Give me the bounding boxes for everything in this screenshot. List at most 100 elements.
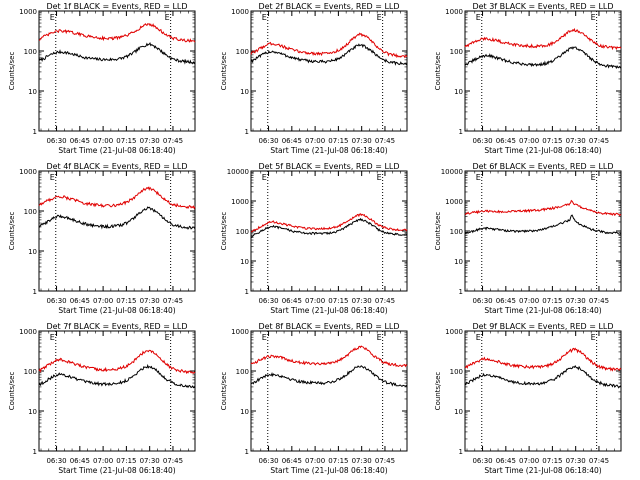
x-tick-label: 07:00: [519, 297, 539, 305]
chart-title: Det 7f BLACK = Events, RED = LLD: [46, 322, 187, 331]
lld-series-line: [464, 27, 622, 51]
chart-title: Det 4f BLACK = Events, RED = LLD: [46, 162, 187, 171]
marker-label: E: [165, 333, 170, 342]
lld-series-line: [38, 349, 196, 375]
x-tick-label: 06:30: [472, 457, 492, 465]
chart-panel-9: Det 9f BLACK = Events, RED = LLD 1 10 100 10…: [434, 322, 622, 475]
x-tick-label: 07:30: [566, 457, 586, 465]
x-axis-label: Start Time (21-Jul-08 06:18:40): [58, 466, 175, 475]
x-tick-label: 07:30: [352, 457, 372, 465]
marker-label: E: [50, 13, 55, 22]
x-tick-label: 07:45: [589, 457, 609, 465]
x-tick-label: 06:45: [70, 297, 90, 305]
x-tick-label: 06:30: [472, 137, 492, 145]
x-tick-label: 07:45: [375, 297, 395, 305]
events-series-line: [38, 41, 196, 65]
x-tick-label: 06:30: [258, 297, 278, 305]
x-tick-label: 06:45: [282, 137, 302, 145]
marker-label: E: [591, 333, 596, 342]
x-tick-label: 07:30: [140, 137, 160, 145]
y-tick-label: 100: [24, 368, 37, 376]
y-axis-label: Counts/sec: [8, 372, 16, 411]
y-tick-label: 1: [33, 448, 37, 456]
x-tick-label: 07:45: [589, 297, 609, 305]
y-tick-label: 1: [33, 288, 37, 296]
x-tick-label: 06:30: [258, 457, 278, 465]
x-tick-label: 07:30: [566, 137, 586, 145]
chart-title: Det 1f BLACK = Events, RED = LLD: [46, 2, 187, 11]
chart-title: Det 6f BLACK = Events, RED = LLD: [472, 162, 613, 171]
x-tick-label: 07:00: [93, 457, 113, 465]
lld-series-line: [39, 22, 196, 43]
marker-label: E: [262, 173, 267, 182]
x-tick-label: 06:45: [70, 457, 90, 465]
x-tick-label: 07:45: [163, 297, 183, 305]
x-tick-label: 07:45: [589, 137, 609, 145]
x-tick-label: 07:15: [116, 457, 136, 465]
y-tick-label: 1000: [19, 8, 37, 16]
y-tick-label: 100: [24, 48, 37, 56]
chart-title: Det 3f BLACK = Events, RED = LLD: [472, 2, 613, 11]
marker-label: E: [591, 173, 596, 182]
plot-frame: [38, 170, 196, 292]
marker-label: E: [476, 333, 481, 342]
x-axis-label: Start Time (21-Jul-08 06:18:40): [270, 306, 387, 315]
x-tick-label: 06:45: [496, 297, 516, 305]
plot-frame: [250, 10, 408, 132]
x-tick-label: 07:00: [305, 297, 325, 305]
y-tick-label: 1000: [231, 198, 249, 206]
lld-series-line: [38, 186, 196, 210]
chart-panel-5: Det 5f BLACK = Events, RED = LLD 1 10 100 10…: [220, 162, 408, 315]
y-tick-label: 100: [450, 48, 463, 56]
y-axis-label: Counts/sec: [220, 372, 228, 411]
y-tick-label: 1: [245, 448, 249, 456]
plot-frame: [38, 330, 196, 452]
marker-label: E: [377, 173, 382, 182]
x-tick-label: 07:30: [140, 297, 160, 305]
chart-panel-6: Det 6f BLACK = Events, RED = LLD 1 10 100 10…: [434, 162, 622, 315]
marker-label: E: [377, 333, 382, 342]
y-tick-label: 100: [450, 228, 463, 236]
y-axis-label: Counts/sec: [434, 372, 442, 411]
plot-frame: [464, 10, 622, 132]
y-axis-label: Counts/sec: [220, 212, 228, 251]
x-tick-label: 06:30: [46, 137, 66, 145]
marker-label: E: [591, 13, 596, 22]
x-tick-label: 06:45: [496, 137, 516, 145]
y-tick-label: 10: [240, 88, 249, 96]
y-axis-label: Counts/sec: [434, 52, 442, 91]
x-tick-label: 07:00: [93, 137, 113, 145]
chart-panel-8: Det 8f BLACK = Events, RED = LLD 1 10 100 10…: [220, 322, 408, 475]
y-tick-label: 10: [240, 408, 249, 416]
y-tick-label: 100: [236, 368, 249, 376]
x-tick-label: 07:45: [163, 137, 183, 145]
events-series-line: [250, 365, 408, 387]
y-axis-label: Counts/sec: [8, 52, 16, 91]
x-tick-label: 07:00: [519, 137, 539, 145]
y-tick-label: 1: [245, 128, 249, 136]
x-tick-label: 07:30: [352, 297, 372, 305]
x-tick-label: 07:15: [542, 137, 562, 145]
x-tick-label: 07:45: [375, 137, 395, 145]
x-tick-label: 07:45: [375, 457, 395, 465]
y-tick-label: 1000: [445, 198, 463, 206]
x-tick-label: 07:45: [163, 457, 183, 465]
y-tick-label: 1: [245, 288, 249, 296]
chart-panel-3: Det 3f BLACK = Events, RED = LLD 1 10 100 10…: [434, 2, 622, 155]
x-tick-label: 07:30: [566, 297, 586, 305]
events-series-line: [250, 217, 408, 238]
y-axis-label: Counts/sec: [434, 212, 442, 251]
events-series-line: [464, 365, 622, 389]
x-tick-label: 07:15: [116, 297, 136, 305]
chart-panel-7: Det 7f BLACK = Events, RED = LLD 1 10 100 10…: [8, 322, 196, 475]
y-tick-label: 10: [454, 88, 463, 96]
x-tick-label: 07:15: [542, 297, 562, 305]
chart-panel-4: Det 4f BLACK = Events, RED = LLD 1 10 100 10…: [8, 162, 196, 315]
y-tick-label: 100: [450, 368, 463, 376]
marker-label: E: [377, 13, 382, 22]
y-tick-label: 10: [240, 258, 249, 266]
x-tick-label: 06:45: [282, 457, 302, 465]
chart-title: Det 2f BLACK = Events, RED = LLD: [258, 2, 399, 11]
y-tick-label: 1000: [231, 8, 249, 16]
